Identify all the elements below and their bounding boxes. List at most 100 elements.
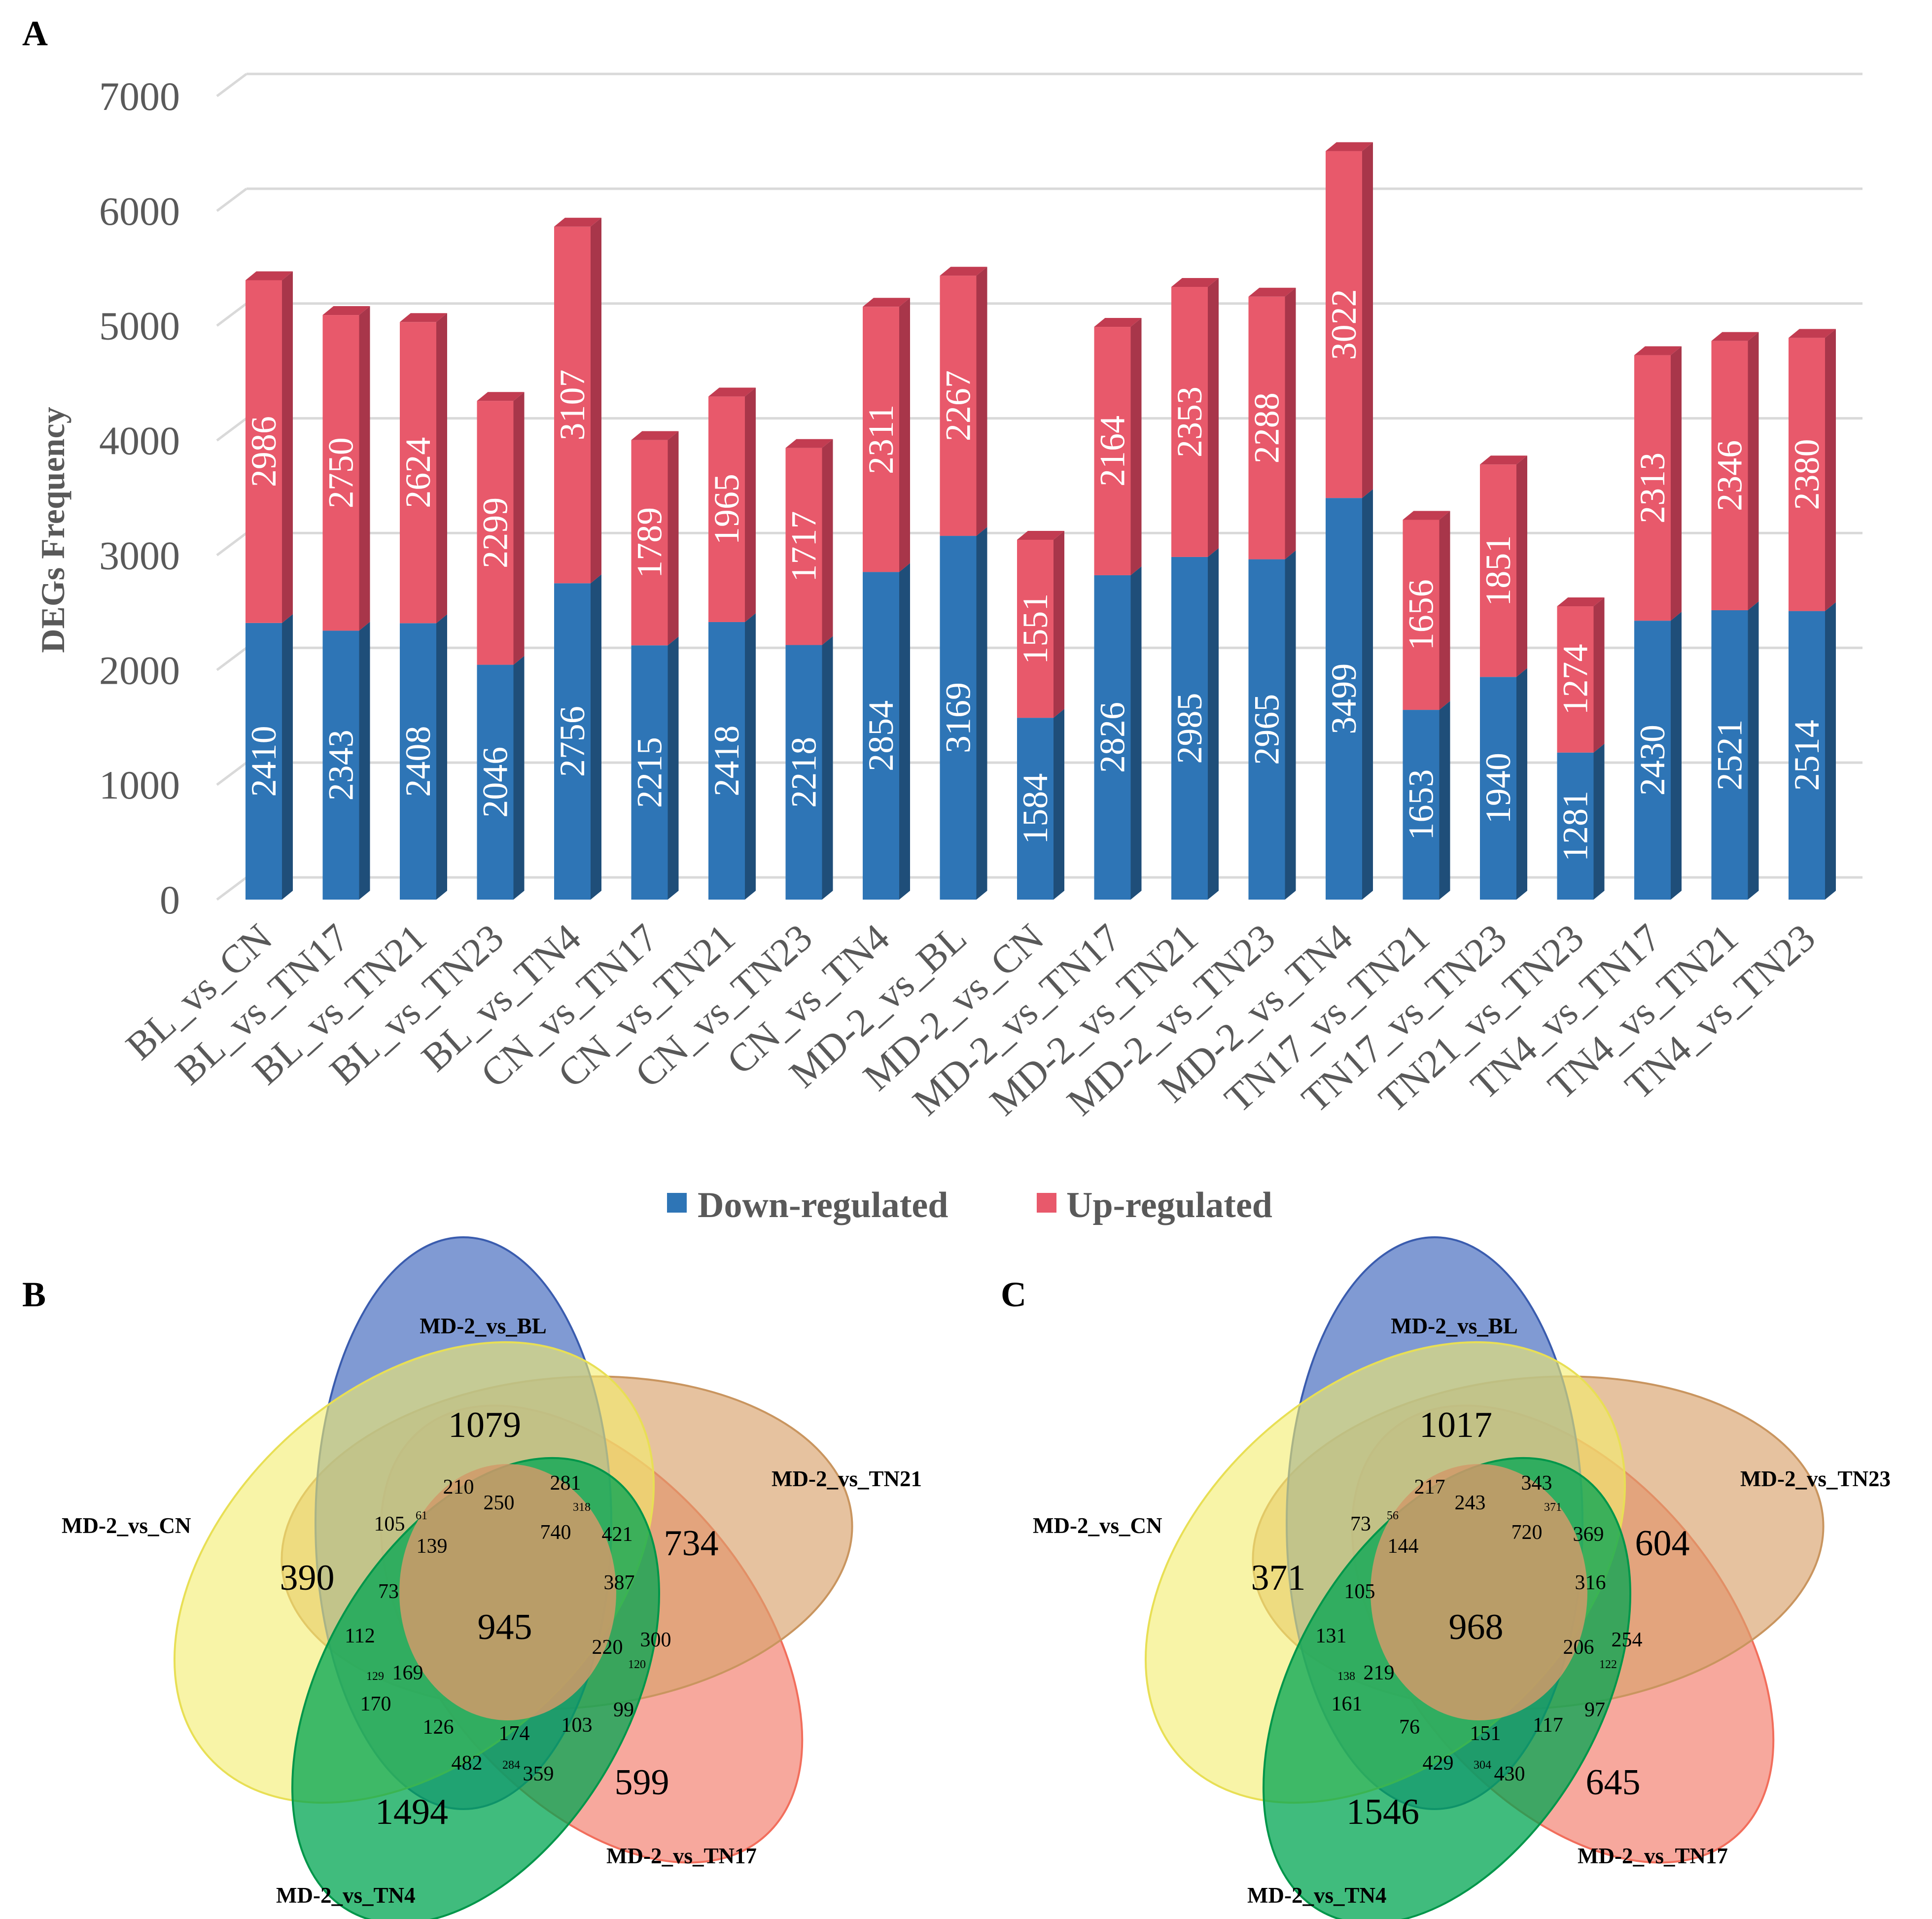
bar-down-side — [1439, 701, 1450, 900]
bar-up-side — [1748, 332, 1759, 610]
venn-c-tn23-only: 604 — [1635, 1523, 1690, 1564]
bar-down-side — [282, 614, 293, 900]
venn-c-region: 369 — [1573, 1523, 1604, 1546]
bar-down — [940, 536, 977, 900]
venn-c-region: 304 — [1474, 1759, 1491, 1772]
venn-c-region: 429 — [1423, 1752, 1454, 1775]
bar-value-down: 2826 — [1093, 702, 1132, 773]
bar-up — [322, 315, 359, 631]
venn-b-region: 281 — [550, 1472, 581, 1495]
legend-label-up: Up-regulated — [1066, 1185, 1272, 1225]
bar-up-side — [1362, 142, 1373, 498]
venn-c-title-tn17: MD-2_vs_TN17 — [1578, 1844, 1728, 1868]
bar-value-down: 1281 — [1556, 791, 1595, 862]
bar-up-side — [513, 392, 525, 665]
bar-up-side — [899, 298, 910, 572]
bar-top — [1017, 530, 1064, 540]
venn-c-cn-only: 371 — [1251, 1558, 1306, 1598]
venn-b-region: 99 — [613, 1699, 634, 1721]
gridline-perspective — [216, 187, 247, 212]
bar-top — [1634, 346, 1682, 355]
venn-b-region: 129 — [366, 1670, 384, 1683]
bar-value-up: 2353 — [1170, 386, 1209, 457]
bar-down — [708, 622, 745, 900]
bar-up — [400, 322, 436, 624]
bar-up — [785, 448, 822, 645]
bar-top — [1403, 511, 1450, 520]
venn-c-region: 206 — [1563, 1636, 1594, 1659]
bar-up — [1171, 287, 1208, 557]
bar-down-side — [359, 622, 370, 900]
bar-top — [863, 298, 910, 307]
bar-down — [1326, 498, 1362, 900]
venn-b-title-bl: MD-2_vs_BL — [420, 1314, 547, 1338]
bar-up — [1094, 327, 1131, 575]
venn-b-region: 359 — [523, 1763, 554, 1785]
venn-b-region: 482 — [452, 1752, 483, 1775]
y-axis-ticks: 0 1000 2000 3000 4000 5000 6000 7000 — [99, 74, 180, 922]
bar-down — [1248, 559, 1285, 900]
bar-down-side — [1054, 709, 1064, 900]
venn-c-tn17-only: 645 — [1586, 1762, 1641, 1803]
gridline-perspective — [216, 647, 247, 671]
bar-down-side — [1130, 566, 1142, 900]
venn-c-core — [1370, 1464, 1587, 1720]
venn-b-region: 250 — [484, 1492, 515, 1514]
venn-c-region: 316 — [1575, 1571, 1606, 1594]
bars: 2410 2986 2343 2750 2408 2624 2046 2299 2756 3107… — [244, 142, 1836, 900]
bar-top — [477, 392, 525, 401]
bar-top — [1094, 318, 1142, 327]
bar-value-down: 1584 — [1016, 773, 1055, 844]
venn-b-core — [399, 1464, 616, 1720]
venn-b-region: 126 — [423, 1716, 454, 1739]
venn-b-tn4-only: 1494 — [375, 1792, 448, 1832]
legend-label-down: Down-regulated — [698, 1185, 948, 1225]
bar-top — [1557, 597, 1605, 607]
venn-c-region: 371 — [1544, 1501, 1562, 1514]
bar-top — [322, 306, 370, 315]
bar-value-up: 3107 — [553, 370, 592, 441]
gridline-perspective — [216, 762, 247, 786]
bar-down — [477, 664, 514, 900]
y-tick-label: 7000 — [99, 74, 180, 119]
bar-top — [631, 431, 679, 440]
bar-value-up: 2750 — [321, 437, 361, 508]
bar-down — [785, 645, 822, 900]
bar-up — [246, 280, 282, 623]
venn-c-region: 217 — [1414, 1476, 1445, 1499]
bar-down-side — [1825, 602, 1836, 900]
bar-value-up: 1551 — [1016, 593, 1055, 664]
bar-down — [1171, 557, 1208, 900]
bar-value-down: 1653 — [1402, 769, 1441, 840]
bar-top — [400, 313, 447, 322]
bar-value-up: 2313 — [1633, 453, 1672, 523]
bar-up — [631, 440, 668, 646]
venn-c-center: 968 — [1449, 1607, 1504, 1647]
venn-c-region: 430 — [1494, 1763, 1525, 1785]
venn-c-region: 151 — [1470, 1722, 1501, 1745]
bar-value-down: 2985 — [1170, 693, 1209, 764]
bar-down-side — [1748, 601, 1759, 900]
bar-value-up: 3022 — [1324, 289, 1364, 360]
bar-top — [1711, 332, 1759, 341]
venn-c-region: 343 — [1521, 1472, 1552, 1495]
bar-top — [1789, 329, 1836, 338]
gridline-perspective — [216, 73, 247, 97]
gridline-perspective — [216, 532, 247, 557]
bar-value-down: 2046 — [476, 747, 515, 818]
bar-up — [1557, 606, 1594, 753]
bar-value-down: 2418 — [707, 725, 746, 796]
bar-down — [322, 630, 359, 900]
venn-b-region: 740 — [540, 1521, 571, 1544]
bar-up — [1017, 539, 1054, 718]
venn-b-region: 73 — [378, 1580, 399, 1603]
x-axis-category-labels: BL_vs_CNBL_vs_TN17BL_vs_TN21BL_vs_TN23BL… — [118, 916, 1824, 1124]
bar-value-down: 2521 — [1710, 719, 1750, 790]
bar-up — [708, 396, 745, 622]
bar-down — [1557, 752, 1594, 900]
panel-label-b: B — [22, 1275, 46, 1314]
venn-b-region: 112 — [345, 1625, 375, 1647]
venn-c-title-tn4: MD-2_vs_TN4 — [1247, 1883, 1386, 1908]
venn-b-region: 210 — [443, 1476, 474, 1499]
